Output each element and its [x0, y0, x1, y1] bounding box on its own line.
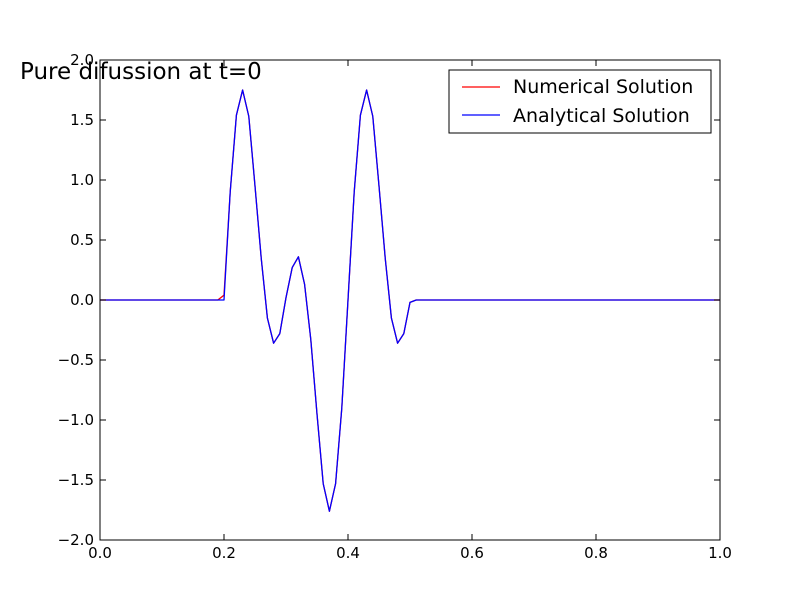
y-tick-label: −0.5: [58, 351, 94, 369]
axis-tick-labels: 0.0 0.2 0.4 0.6 0.8 1.0 −2.0 −1.5 −1.0 −0.5 0.0 0.5…: [58, 51, 732, 562]
x-tick-label: 1.0: [708, 544, 732, 562]
x-tick-label: 0.6: [460, 544, 484, 562]
y-tick-label: 0.5: [70, 231, 94, 249]
x-tick-label: 0.8: [584, 544, 608, 562]
legend: Numerical Solution Analytical Solution: [448, 69, 712, 134]
y-tick-label: −1.5: [58, 471, 94, 489]
x-tick-label: 0.4: [336, 544, 360, 562]
y-tick-label: 1.5: [70, 111, 94, 129]
y-tick-label: −2.0: [58, 531, 94, 549]
y-tick-label: 2.0: [70, 51, 94, 69]
x-tick-label: 0.2: [212, 544, 236, 562]
legend-label-analytical: Analytical Solution: [513, 105, 690, 127]
legend-label-numerical: Numerical Solution: [513, 76, 693, 98]
y-tick-label: 0.0: [70, 291, 94, 309]
series-line-analytical: [100, 89, 720, 512]
axis-ticks: [99, 59, 721, 541]
y-tick-label: −1.0: [58, 411, 94, 429]
legend-box: [448, 69, 712, 134]
series-lines: [100, 89, 720, 512]
chart-title: Pure difussion at t=0: [20, 59, 262, 85]
y-tick-label: 1.0: [70, 171, 94, 189]
x-tick-label: 0.0: [88, 544, 112, 562]
